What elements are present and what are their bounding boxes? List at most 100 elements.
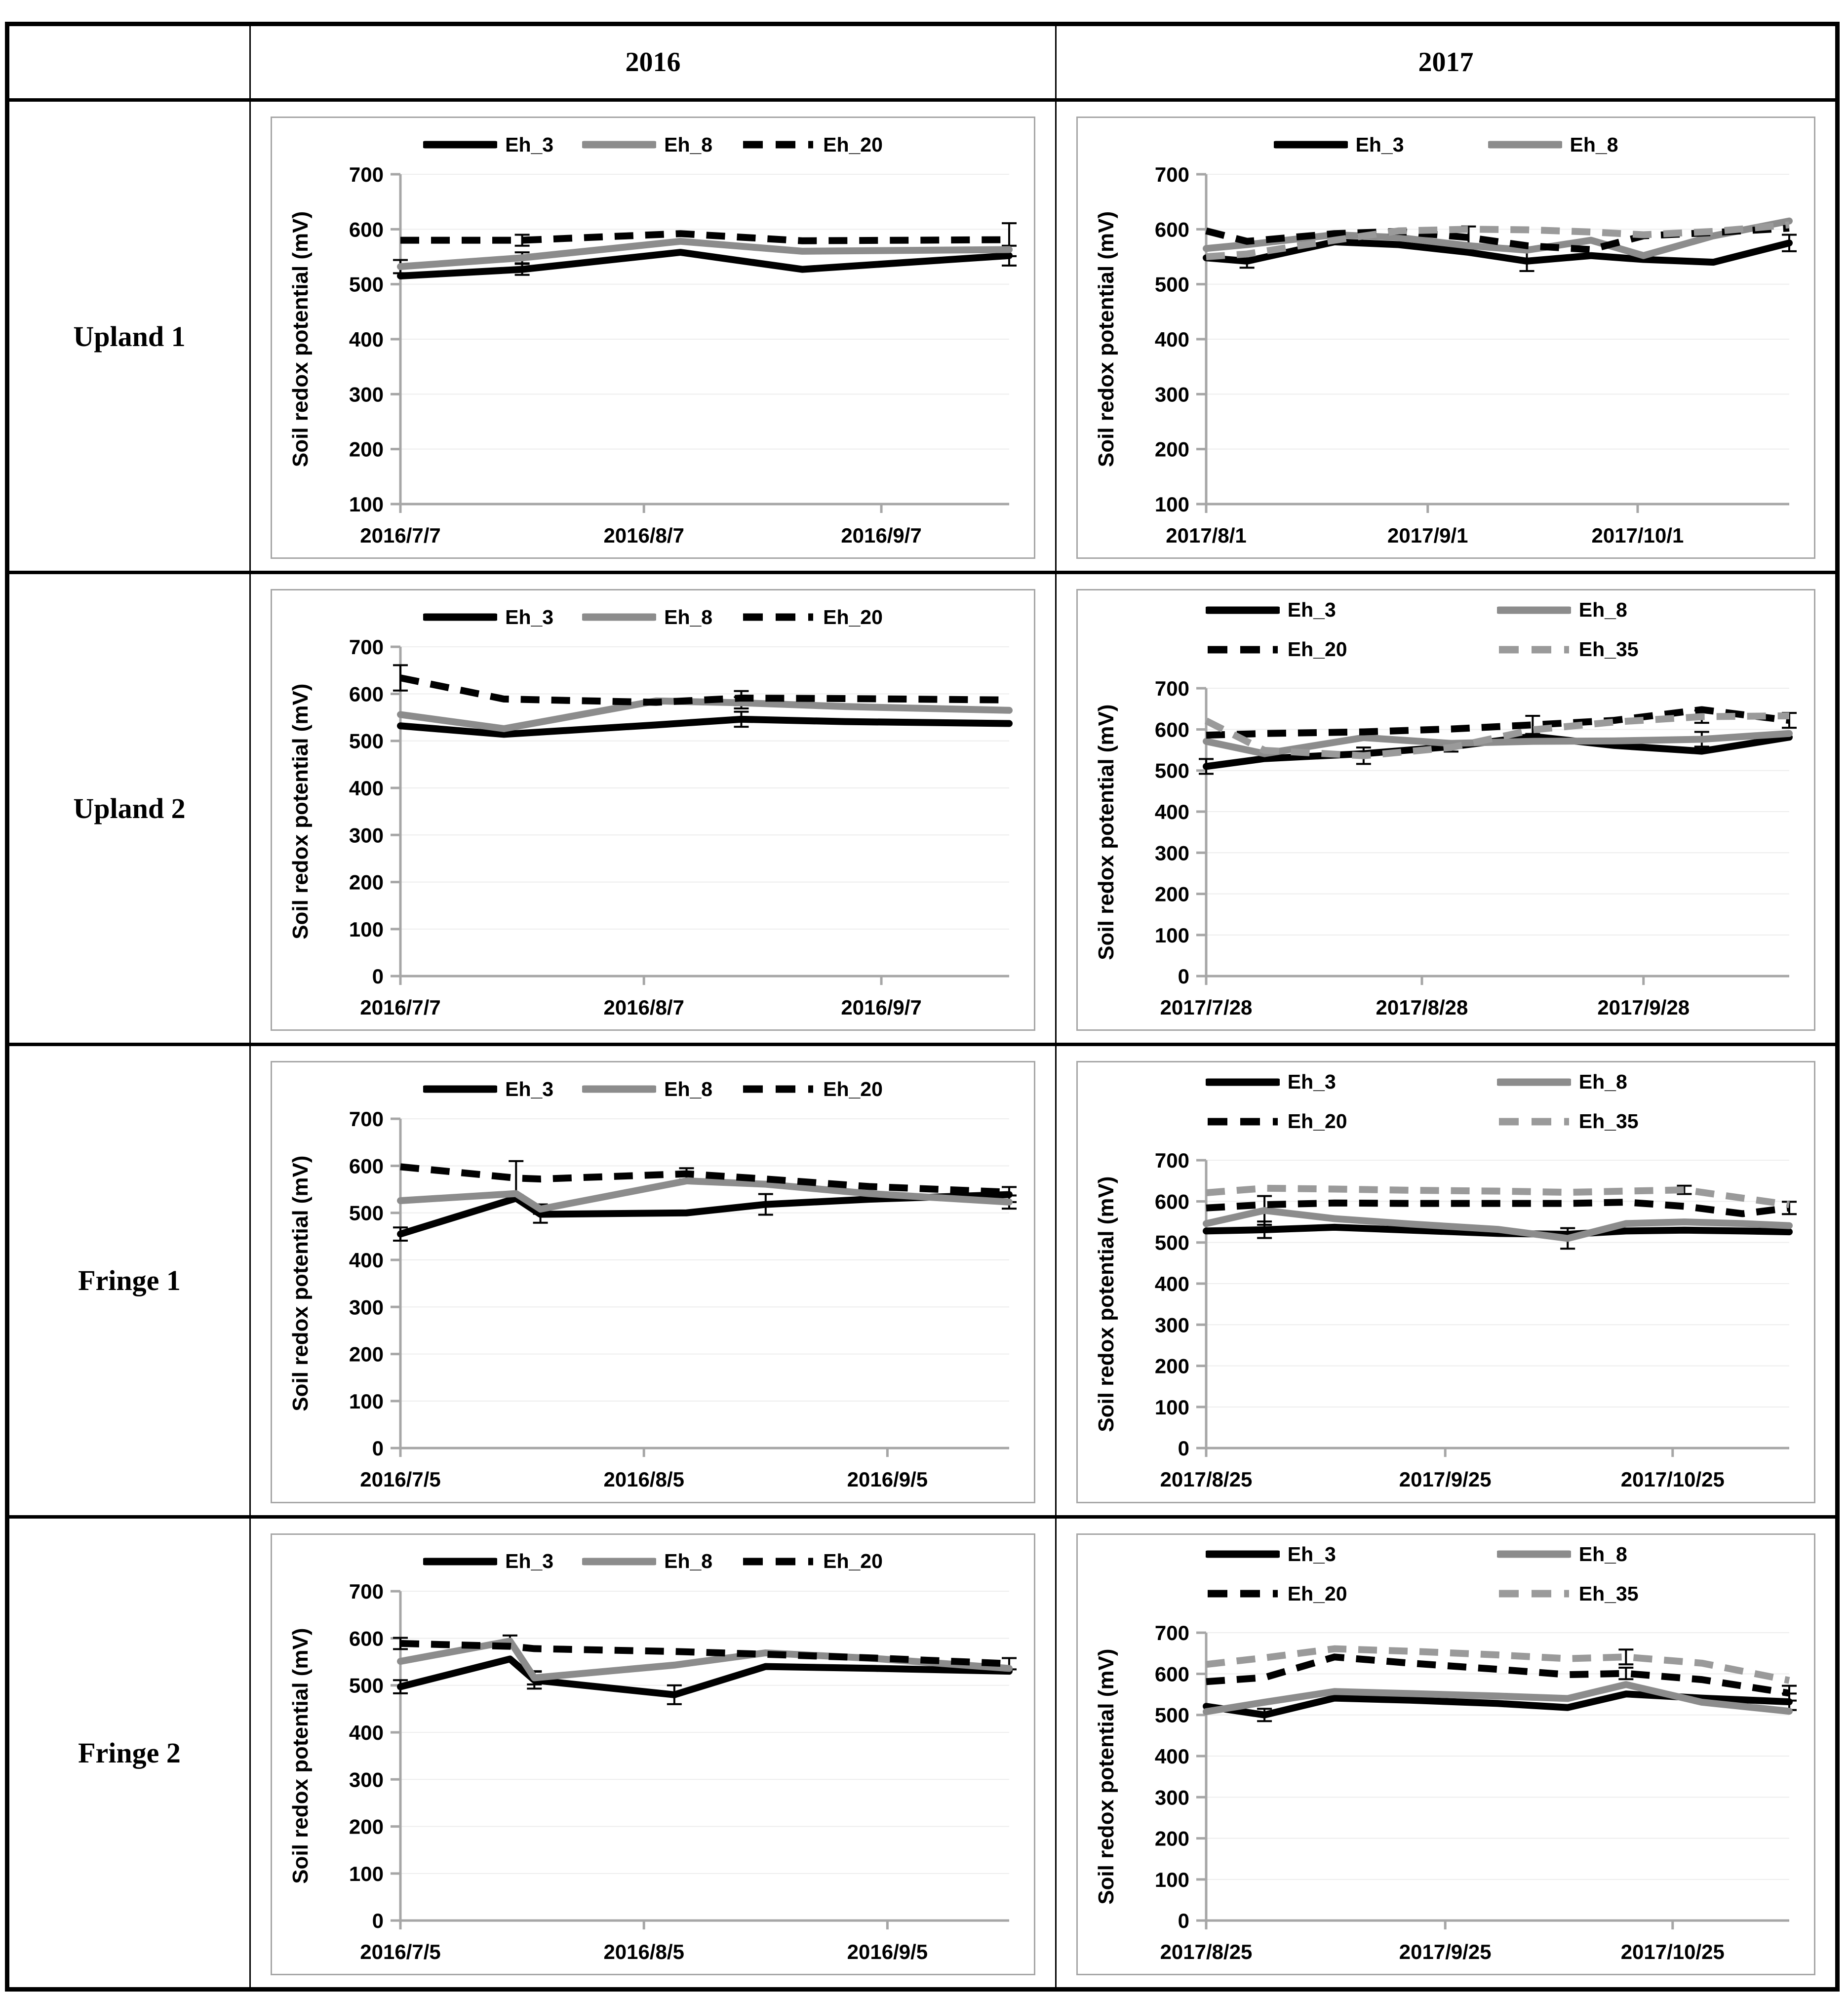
legend-item-Eh_20: Eh_20: [741, 1078, 883, 1101]
series-Eh_8-line: [1203, 1681, 1793, 1715]
row-label-upland-1-text: Upland 1: [73, 320, 186, 352]
legend-label: Eh_3: [1287, 598, 1336, 621]
legend-item-Eh_20: Eh_20: [1206, 1582, 1347, 1605]
legend-line-sample: [743, 1558, 814, 1565]
series-Eh_3-line: [397, 249, 1013, 279]
row-label-fringe-2-text: Fringe 2: [78, 1736, 181, 1769]
legend-item-Eh_35: Eh_35: [1497, 638, 1639, 661]
y-tick-label: 600: [1155, 218, 1189, 241]
y-tick-label: 200: [349, 1815, 384, 1838]
plot-area: 0 100 200 300 400 500 600 700 2016/7/5 2016/8/5 20…: [276, 1108, 1030, 1499]
y-tick-label: 600: [349, 682, 384, 705]
x-tick-label: 2016/9/5: [847, 1468, 928, 1491]
y-tick-label: 100: [1155, 493, 1189, 516]
cell-upland-2-2017: Eh_3 Eh_8 Eh_20 Eh_35 0 100 200 300 400 500 600 700…: [1055, 571, 1835, 1043]
chart-canvas: 100 200 300 400 500 600 700 2017/8/1 2017/9/1 201…: [1094, 163, 1797, 547]
y-tick-label: 300: [349, 1768, 384, 1791]
legend-item-Eh_20: Eh_20: [1206, 1110, 1347, 1133]
legend-item-Eh_8: Eh_8: [582, 1078, 712, 1101]
legend-line-sample: [1496, 1078, 1571, 1086]
legend-label: Eh_3: [505, 1550, 554, 1573]
chart-legend: Eh_3 Eh_8 Eh_20 Eh_35: [1082, 1543, 1810, 1622]
y-tick-label: 500: [349, 273, 384, 296]
y-tick-label: 0: [372, 1909, 384, 1932]
legend-item-Eh_8: Eh_8: [1496, 1543, 1627, 1566]
series-Eh_3-line: [397, 1191, 1013, 1238]
y-tick-label: 400: [1155, 328, 1189, 351]
series-Eh_8-line: [1203, 1207, 1793, 1242]
legend-label: Eh_8: [664, 1077, 713, 1100]
legend-line-sample: [1498, 646, 1569, 653]
x-tick-label: 2016/7/5: [360, 1468, 441, 1491]
y-tick-label: 700: [1155, 677, 1189, 700]
legend-label: Eh_20: [1287, 638, 1347, 661]
legend-item-Eh_20: Eh_20: [1206, 638, 1347, 661]
y-tick-label: 500: [1155, 759, 1189, 783]
x-tick-label: 2017/10/25: [1621, 1940, 1725, 1963]
legend-item-Eh_20: Eh_20: [741, 133, 883, 157]
chart-legend: Eh_3 Eh_8 Eh_20: [276, 126, 1030, 163]
error-bar: [393, 1637, 408, 1650]
series-Eh_20-line: [400, 1163, 1010, 1196]
chart-upland-2-2016: Eh_3 Eh_8 Eh_20 0 100 200 300 400 500 600 700 2016/…: [271, 589, 1035, 1031]
y-tick-label: 200: [349, 871, 384, 894]
y-tick-label: 700: [1155, 163, 1189, 186]
legend-label: Eh_20: [1287, 1110, 1347, 1133]
chart-legend: Eh_3 Eh_8 Eh_20: [276, 1070, 1030, 1108]
error-bar: [1677, 1185, 1692, 1195]
chart-canvas: 0 100 200 300 400 500 600 700 2017/8/25 2017/9/25…: [1094, 1622, 1797, 1963]
row-label-fringe-1-text: Fringe 1: [78, 1264, 181, 1297]
series-Eh_35-line: [1206, 1645, 1790, 1684]
y-tick-label: 300: [349, 823, 384, 847]
y-tick-label: 200: [1155, 1355, 1189, 1378]
series-Eh_8-line: [397, 697, 1013, 732]
chart-fringe-2-2017: Eh_3 Eh_8 Eh_20 Eh_35 0 100 200 300 400 500 600 700…: [1076, 1533, 1815, 1975]
error-bar: [393, 664, 408, 692]
y-tick-label: 300: [349, 1296, 384, 1319]
legend-line-sample: [1498, 1590, 1569, 1598]
series-Eh_35-line: [1206, 221, 1790, 260]
y-tick-label: 0: [1178, 1909, 1189, 1932]
y-tick-label: 300: [1155, 383, 1189, 406]
y-axis-title: Soil redox potential (mV): [1094, 211, 1118, 467]
x-tick-label: 2017/8/1: [1166, 524, 1247, 547]
y-tick-label: 500: [1155, 1703, 1189, 1726]
series-Eh_8-line: [1203, 730, 1793, 757]
legend-item-Eh_3: Eh_3: [423, 133, 553, 157]
series-Eh_8-line: [397, 1177, 1013, 1213]
chart-upland-1-2016: Eh_3 Eh_8 Eh_20 100 200 300 400 500 600 700 2016/7…: [271, 117, 1035, 559]
x-tick-label: 2016/7/7: [360, 996, 441, 1019]
x-tick-label: 2016/9/7: [841, 524, 922, 547]
chart-canvas: 0 100 200 300 400 500 600 700 2017/7/28 2017/8/28…: [1094, 677, 1797, 1019]
legend-line-sample: [1496, 1550, 1571, 1558]
legend-line-sample: [582, 613, 657, 621]
series-Eh_20-line: [1206, 706, 1790, 739]
y-tick-label: 600: [1155, 1662, 1189, 1685]
series-Eh_8-line: [1203, 217, 1793, 259]
legend-line-sample: [582, 1085, 657, 1093]
series-Eh_3-line: [1203, 238, 1793, 266]
table-corner-cell: [9, 26, 249, 98]
legend-item-Eh_35: Eh_35: [1497, 1110, 1639, 1133]
x-tick-label: 2017/9/1: [1387, 524, 1468, 547]
y-tick-label: 500: [1155, 1231, 1189, 1254]
x-tick-label: 2017/9/25: [1399, 1468, 1492, 1491]
plot-area: 0 100 200 300 400 500 600 700 2017/7/28 2017/8/28…: [1082, 677, 1810, 1027]
legend-line-sample: [582, 141, 657, 149]
y-tick-label: 200: [1155, 1827, 1189, 1850]
legend-label: Eh_8: [664, 605, 713, 628]
x-tick-label: 2016/8/7: [603, 524, 684, 547]
legend-item-Eh_3: Eh_3: [1205, 1543, 1336, 1566]
legend-label: Eh_8: [1578, 598, 1627, 621]
year-header-2017-label: 2017: [1418, 47, 1474, 78]
chart-canvas: 100 200 300 400 500 600 700 2016/7/7 2016/8/7 201…: [288, 163, 1017, 547]
chart-legend: Eh_3 Eh_8 Eh_20: [276, 598, 1030, 636]
y-tick-label: 500: [349, 1674, 384, 1697]
y-tick-label: 700: [349, 1108, 384, 1131]
series-Eh_3-line: [397, 1655, 1013, 1698]
legend-label: Eh_20: [1287, 1582, 1347, 1605]
x-tick-label: 2016/8/5: [603, 1468, 684, 1491]
legend-label: Eh_20: [823, 1077, 883, 1100]
legend-item-Eh_8: Eh_8: [582, 1550, 712, 1573]
y-tick-label: 100: [1155, 924, 1189, 947]
